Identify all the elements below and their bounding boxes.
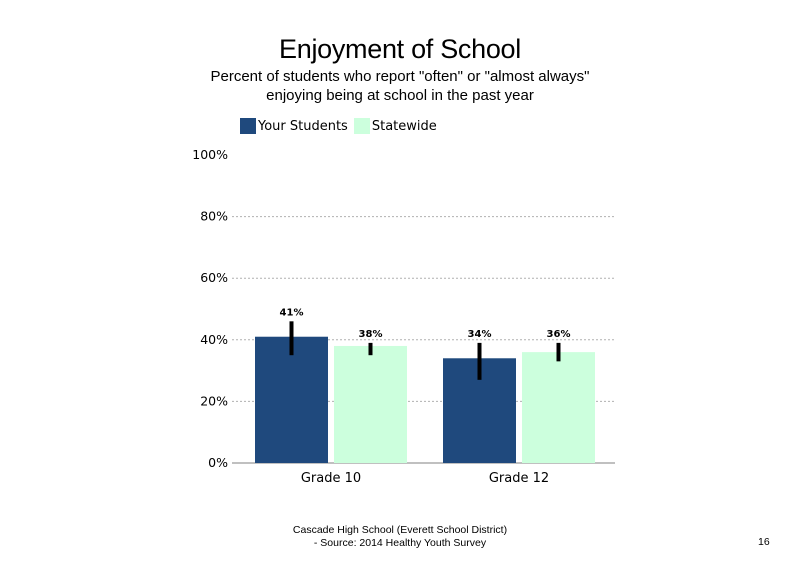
bar-statewide-grade-10 [334, 345, 407, 463]
chart-subtitle: Percent of students who report "often" o… [210, 68, 590, 104]
footer-source-line: - Source: 2014 Healthy Youth Survey [313, 537, 487, 549]
page-number: 16 [758, 536, 770, 548]
x-category-label-grade-12: Grade 12 [489, 471, 549, 486]
y-tick-label-80: 80% [200, 209, 228, 224]
legend-label-statewide: Statewide [371, 118, 437, 134]
x-category-label-grade-10: Grade 10 [301, 471, 361, 486]
y-tick-label-20: 20% [200, 393, 228, 408]
y-tick-label-40: 40% [200, 332, 228, 347]
bar-your-students-grade-10 [255, 336, 328, 463]
legend-item-statewide: Statewide [353, 118, 437, 134]
legend-swatch-your-students [240, 118, 256, 134]
footer-school: Cascade High School (Everett School Dist… [292, 524, 508, 536]
y-tick-label-60: 60% [200, 270, 228, 285]
data-label-statewide-grade-10: 38% [359, 329, 383, 340]
data-label-your-students-grade-10: 41% [280, 307, 304, 318]
legend-item-your-students: Your Students [240, 118, 348, 134]
data-label-your-students-grade-12: 34% [468, 329, 492, 340]
legend-label-your-students: Your Students [258, 118, 348, 134]
data-label-statewide-grade-12: 36% [547, 329, 571, 340]
footer-source: Cascade High School (Everett School Dist… [240, 524, 560, 550]
legend-swatch-statewide [353, 118, 370, 134]
chart-title: Enjoyment of School [279, 34, 521, 64]
bar-statewide-grade-12 [522, 352, 595, 463]
legend: Your Students Statewide [240, 118, 443, 134]
y-tick-label-0: 0% [208, 455, 228, 470]
y-tick-label-100: 100% [192, 147, 228, 162]
